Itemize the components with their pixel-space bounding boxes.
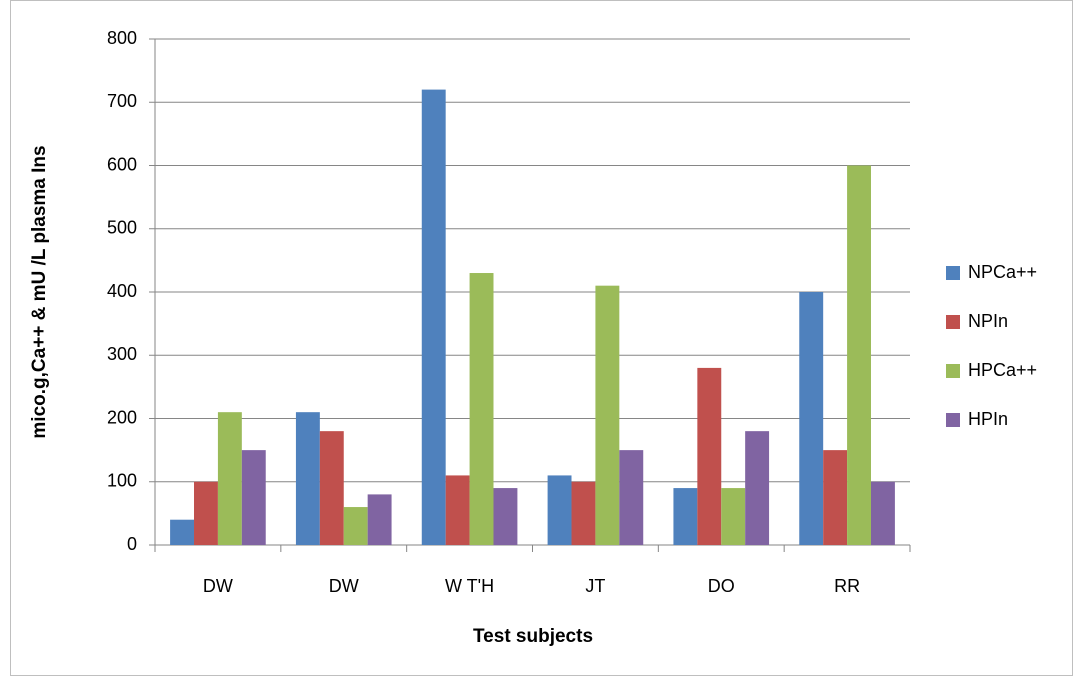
y-tick-label: 500 bbox=[107, 218, 137, 238]
bar bbox=[595, 285, 620, 545]
x-tick-label: DW bbox=[329, 576, 359, 596]
x-axis-title: Test subjects bbox=[473, 626, 593, 647]
bar bbox=[870, 481, 895, 545]
bar bbox=[619, 450, 644, 545]
bar bbox=[745, 431, 770, 545]
bar bbox=[547, 475, 572, 545]
bar bbox=[367, 494, 392, 545]
x-tick-label: JT bbox=[585, 576, 605, 596]
bar bbox=[799, 292, 824, 545]
bar bbox=[673, 488, 698, 545]
legend-label: HPCa++ bbox=[968, 360, 1037, 380]
chart-border bbox=[10, 0, 1073, 676]
bar bbox=[823, 450, 848, 545]
bar bbox=[421, 89, 446, 545]
bar bbox=[445, 475, 470, 545]
y-tick-label: 300 bbox=[107, 344, 137, 364]
y-tick-label: 700 bbox=[107, 91, 137, 111]
bar bbox=[571, 481, 596, 545]
bar bbox=[241, 450, 266, 545]
bar bbox=[721, 488, 746, 545]
legend-swatch bbox=[946, 266, 960, 280]
legend-label: NPCa++ bbox=[968, 262, 1037, 282]
bar bbox=[469, 273, 494, 545]
y-tick-label: 400 bbox=[107, 281, 137, 301]
bar bbox=[295, 412, 320, 545]
y-tick-label: 600 bbox=[107, 154, 137, 174]
x-tick-label: RR bbox=[834, 576, 860, 596]
bar bbox=[217, 412, 242, 545]
legend-label: NPIn bbox=[968, 311, 1008, 331]
bar bbox=[697, 367, 722, 545]
y-tick-label: 800 bbox=[107, 28, 137, 48]
x-tick-label: DW bbox=[203, 576, 233, 596]
legend-swatch bbox=[946, 364, 960, 378]
x-tick-label: W T'H bbox=[445, 576, 494, 596]
legend-label: HPIn bbox=[968, 409, 1008, 429]
x-tick-label: DO bbox=[708, 576, 735, 596]
bar bbox=[194, 481, 218, 545]
bar bbox=[170, 519, 195, 545]
y-tick-label: 100 bbox=[107, 471, 137, 491]
legend-swatch bbox=[946, 315, 960, 329]
legend-swatch bbox=[946, 413, 960, 427]
y-tick-label: 0 bbox=[127, 534, 137, 554]
bar bbox=[847, 165, 871, 545]
y-tick-label: 200 bbox=[107, 407, 137, 427]
bar bbox=[319, 431, 344, 545]
bar bbox=[343, 507, 368, 545]
bar bbox=[493, 488, 518, 545]
y-axis-title: mico.g,Ca++ & mU /L plasma Ins bbox=[29, 145, 50, 438]
